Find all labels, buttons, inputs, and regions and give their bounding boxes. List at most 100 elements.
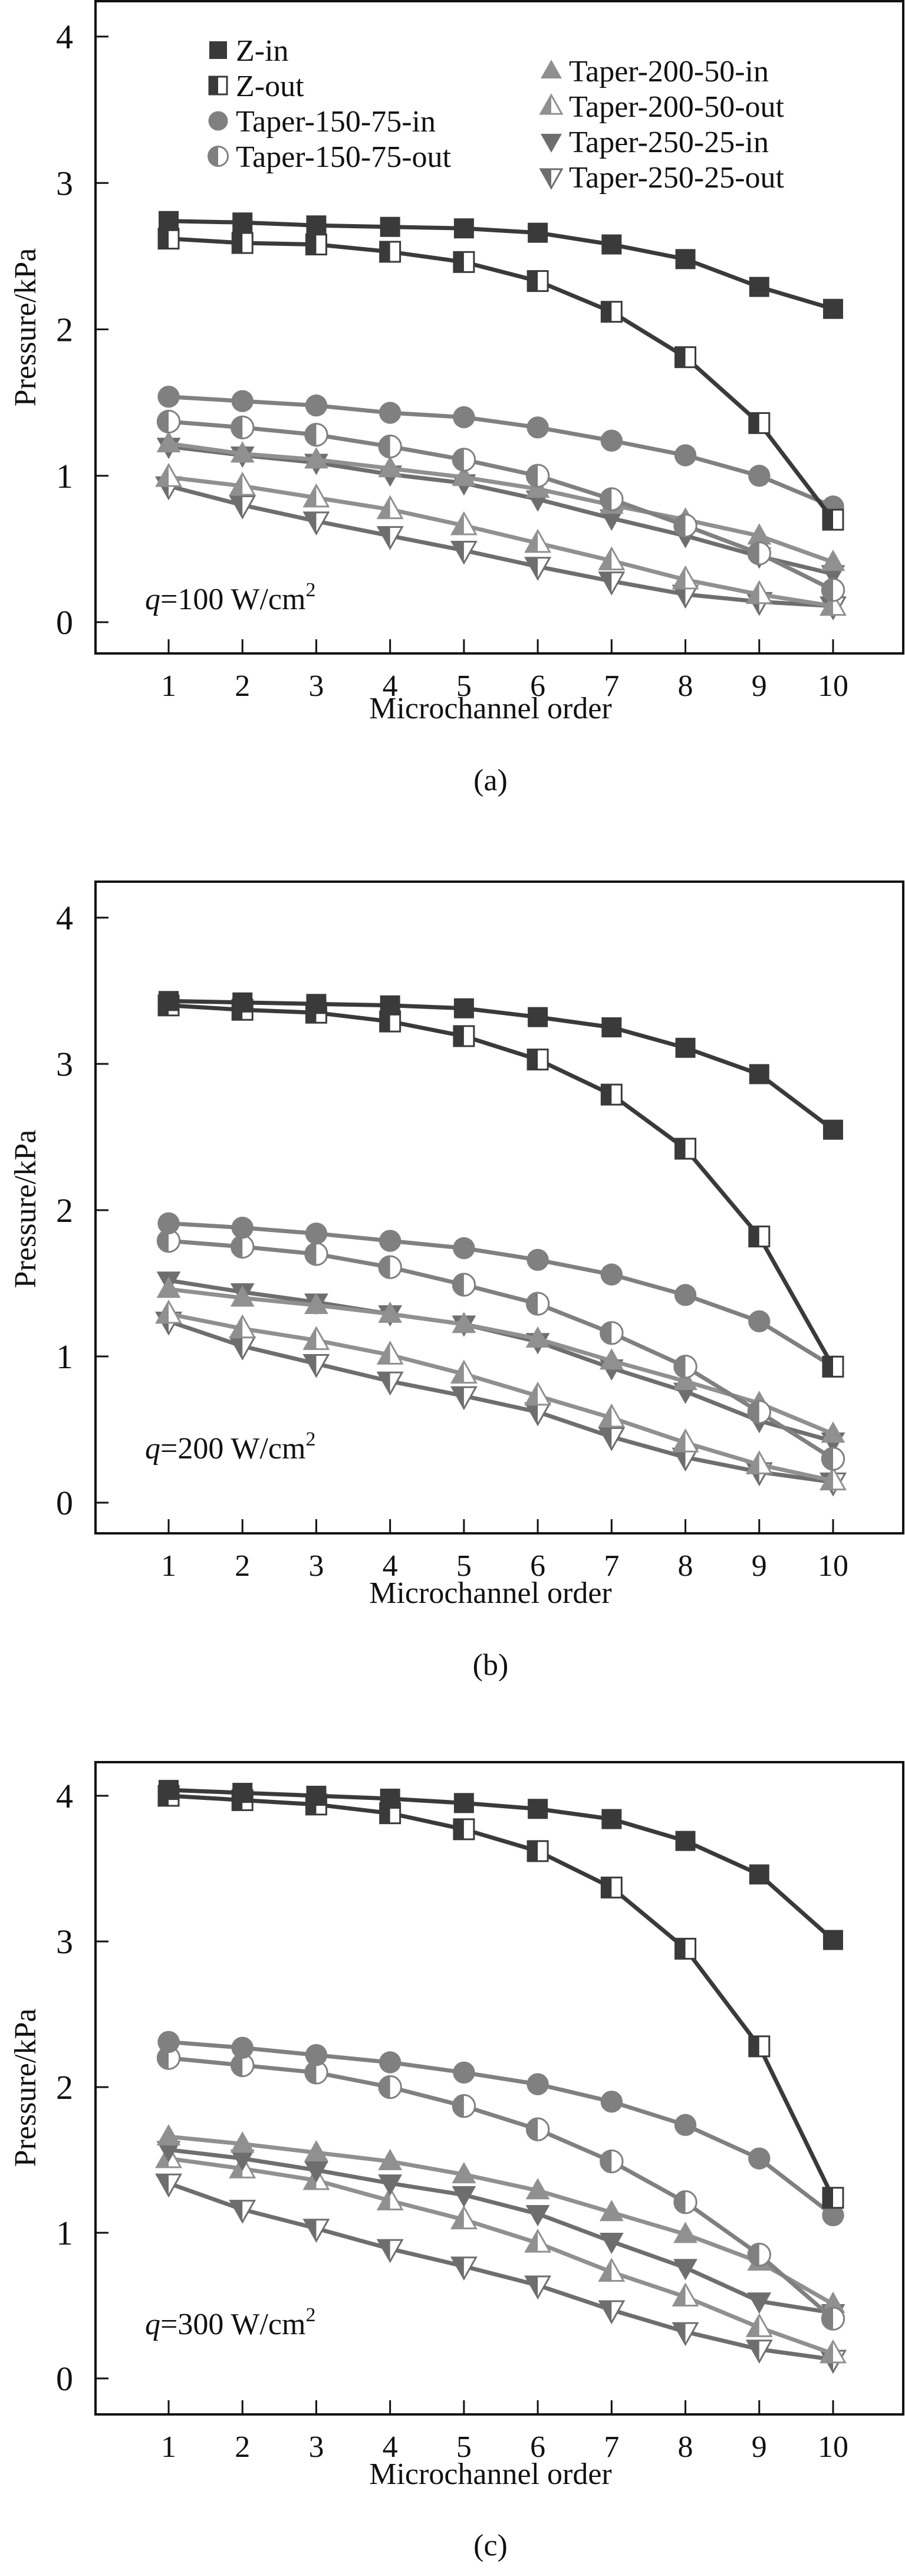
data-point [600,429,623,452]
x-tick-label: 6 [530,669,545,703]
data-point [231,1234,255,1259]
data-point [156,431,181,453]
data-point [820,2339,847,2364]
y-tick-label: 4 [56,1777,73,1815]
series-t200-in [156,431,845,571]
data-point [376,2239,404,2263]
series-line [168,1788,835,1942]
data-point [600,1263,623,1286]
data-point [673,2190,697,2214]
x-tick-label: 6 [530,2430,545,2464]
data-point [672,2282,699,2307]
x-tick-label: 7 [604,669,619,703]
data-point [598,2300,626,2325]
data-point [453,998,474,1018]
data-point [450,540,478,565]
x-tick-label: 9 [752,669,767,703]
data-point [306,1786,327,1806]
legend-item-t250-out: Taper-250-25-out [539,161,785,195]
legend-label: Taper-150-75-in [236,105,436,139]
legend-item-t200-in: Taper-200-50-in [541,55,769,88]
data-point [155,1299,182,1324]
plot-frame [94,0,904,655]
x-tick-label: 8 [678,2430,693,2464]
series-line [168,419,834,592]
x-axis-label: Microchannel order [369,1576,611,1610]
data-point [673,1355,697,1379]
data-point [674,1138,697,1160]
x-tick-label: 8 [678,1549,693,1583]
data-point [600,301,623,323]
series-z-in [159,211,843,319]
data-point [379,2051,402,2074]
data-point [156,2124,181,2145]
series-line [168,2134,834,2306]
series-t150-in [157,1212,844,1378]
x-tick-label: 9 [752,2430,767,2464]
chart-panel-c: 0 1 2 3 4 1 2 3 4 5 6 7 8 9 10 Pressure/kPa Microchannel… [9,1761,904,2562]
data-point [598,546,626,571]
data-point [304,2061,328,2085]
y-tick-label: 0 [56,1484,73,1522]
x-tick-label: 3 [308,1549,324,1583]
data-point [528,1799,548,1819]
data-point [229,471,256,496]
series-line [168,236,835,521]
data-point [598,1427,626,1451]
data-point [525,2205,550,2227]
panel-label: (c) [473,2529,508,2562]
legend-label: Z-out [236,70,304,103]
data-point [674,346,697,369]
data-point [525,2117,550,2141]
data-point [232,1783,253,1803]
data-point [600,2091,623,2113]
x-tick-label: 3 [308,2430,324,2464]
series-t150-out [156,2046,845,2331]
data-point [304,2161,328,2183]
data-point [675,249,696,270]
legend-marker-square-icon [209,41,227,59]
data-point [821,1447,845,1471]
series-line [168,2156,834,2356]
data-point [821,1421,845,1443]
data-point [450,2256,478,2281]
data-point [305,2043,328,2066]
data-point [749,1864,769,1885]
data-point [157,385,180,408]
data-point [745,580,773,604]
data-point [524,528,552,553]
series-line [168,219,834,311]
chart-panel-a: 0 1 2 3 4 1 2 3 4 5 6 7 8 9 10 Pressure/kPa Microchannel… [9,0,904,797]
data-point [450,511,478,535]
data-point [452,1312,476,1333]
data-point [674,1937,697,1960]
data-point [823,1930,843,1950]
data-point [672,1428,699,1453]
panel-label: (b) [473,1648,509,1682]
series-line [168,395,834,509]
data-point [157,228,180,250]
data-point [379,402,402,424]
data-point [156,409,181,434]
data-point [745,1450,773,1474]
data-point [524,557,552,581]
data-point [599,509,624,531]
data-point [598,571,626,596]
panel-label: (a) [473,764,508,797]
data-point [822,2204,844,2227]
data-point [229,2200,256,2224]
data-point [601,234,622,255]
data-point [599,2232,624,2255]
data-point [304,1242,328,1266]
series-line [168,475,834,609]
data-point [674,1284,697,1306]
data-point [748,465,771,487]
data-point [821,2306,845,2331]
data-point [380,995,400,1016]
data-point [376,1340,404,1365]
x-tick-label: 10 [818,2430,848,2464]
data-point [749,277,769,297]
data-point [380,1788,400,1809]
data-point [453,1793,474,1813]
